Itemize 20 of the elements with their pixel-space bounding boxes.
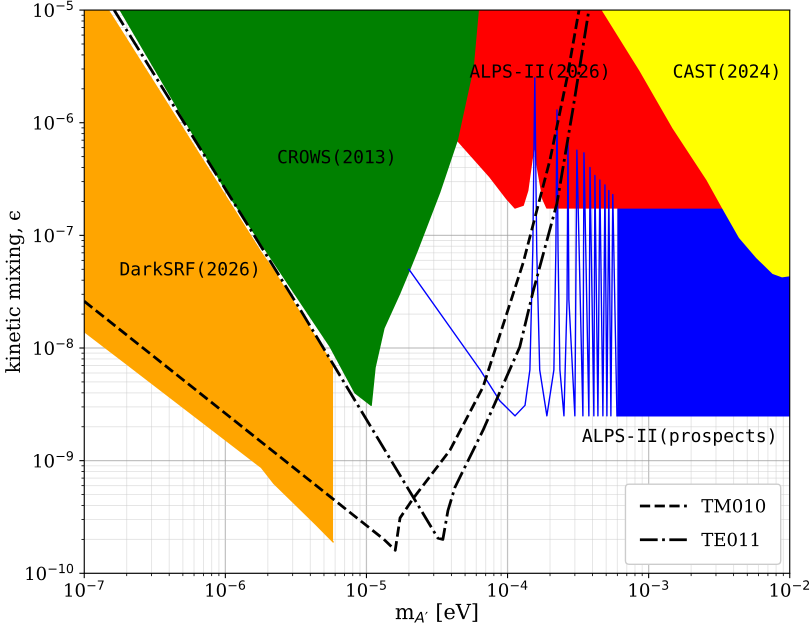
y-tick-label: 10$^{−6}$ — [34, 113, 74, 130]
x-tick-label: 10$^{−7}$ — [65, 580, 104, 597]
y-tick-label: 10$^{−5}$ — [34, 0, 73, 18]
y-tick-label: 10$^{−7}$ — [34, 226, 73, 242]
x-axis-title: m$_{A′}$ [eV] — [396, 603, 478, 623]
legend-label: TM010 — [701, 498, 766, 513]
y-axis-title: kinetic mixing, ϵ — [5, 210, 24, 373]
x-tick-label: 10$^{−4}$ — [488, 580, 528, 597]
annotation: DarkSRF(2026) — [120, 262, 257, 278]
x-tick-label: 10$^{−5}$ — [347, 580, 386, 597]
legend-label: TE011 — [701, 532, 758, 546]
x-tick-label: 10$^{−6}$ — [206, 580, 246, 597]
y-tick-label: 10$^{−9}$ — [34, 451, 73, 468]
x-tick-label: 10$^{−2}$ — [770, 580, 810, 597]
annotation: CROWS(2013) — [278, 150, 393, 166]
y-tick-label: 10$^{−10}$ — [26, 564, 74, 580]
annotation: ALPS-II(prospects) — [582, 428, 774, 446]
annotation: CAST(2024) — [674, 64, 778, 80]
y-tick-label: 10$^{−8}$ — [34, 338, 73, 355]
x-tick-label: 10$^{−3}$ — [630, 580, 668, 597]
